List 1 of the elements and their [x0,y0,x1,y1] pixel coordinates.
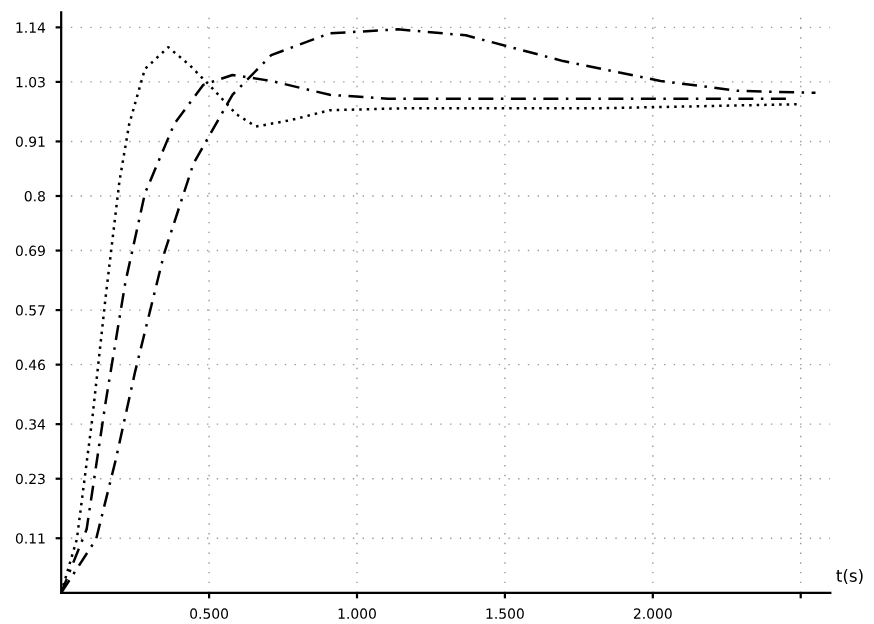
x-axis-title: t(s) [836,569,863,584]
